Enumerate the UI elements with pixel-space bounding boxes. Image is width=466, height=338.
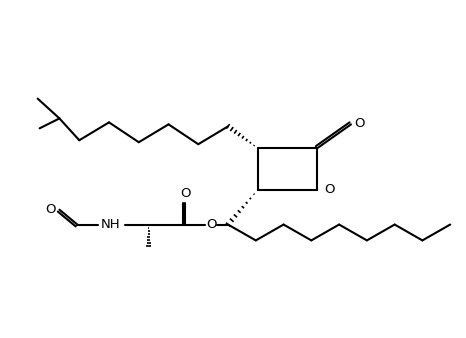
Text: O: O [180,187,191,200]
Text: O: O [355,117,365,130]
Text: O: O [324,183,335,196]
Text: NH: NH [101,218,121,231]
Text: O: O [45,203,56,216]
Text: O: O [206,218,216,231]
